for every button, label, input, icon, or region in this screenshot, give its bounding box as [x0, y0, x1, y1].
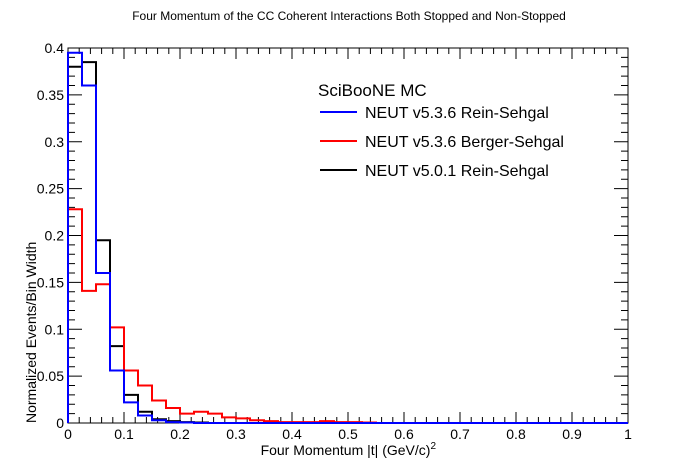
x-tick-label: 1: [624, 426, 632, 442]
series-line: [67, 51, 628, 424]
y-axis-ticks: [68, 47, 628, 424]
legend-label: NEUT v5.3.6 Rein-Sehgal: [365, 105, 549, 122]
legend-label: NEUT v5.3.6 Berger-Sehgal: [365, 134, 564, 151]
y-axis-label: Normalized Events/Bin Width: [23, 242, 39, 423]
x-tick-label: 0.4: [282, 426, 302, 442]
y-tick-label: 0.25: [37, 181, 64, 197]
x-tick-label: 0.6: [394, 426, 414, 442]
y-tick-label: 0.15: [37, 274, 64, 290]
y-tick-label: 0.05: [37, 368, 64, 384]
x-tick-label: 0.2: [170, 426, 190, 442]
y-tick-label: 0.3: [45, 134, 65, 150]
x-tick-label: 0.7: [450, 426, 470, 442]
y-tick-label: 0.2: [45, 228, 65, 244]
x-axis-label: Four Momentum |t| (GeV/c)2: [261, 441, 437, 458]
x-axis-label-text: Four Momentum |t| (GeV/c): [261, 442, 431, 458]
chart-title: Four Momentum of the CC Coherent Interac…: [132, 9, 566, 23]
x-axis-tick-labels: 0 0.1 0.2 0.3 0.4 0.5 0.6 0.7 0.8 0.9 1: [64, 426, 632, 442]
y-axis-tick-labels: 0 0.05 0.1 0.15 0.2 0.25 0.3 0.35 0.4: [37, 40, 64, 431]
legend-title: SciBooNE MC: [318, 81, 427, 100]
x-tick-label: 0.8: [506, 426, 526, 442]
x-axis-label-superscript: 2: [430, 441, 436, 452]
legend-label: NEUT v5.0.1 Rein-Sehgal: [365, 163, 549, 180]
y-tick-label: 0.1: [45, 321, 65, 337]
y-tick-label: 0.35: [37, 87, 64, 103]
histogram-series: [67, 51, 628, 424]
series-line: [67, 208, 628, 424]
legend: SciBooNE MC NEUT v5.3.6 Rein-SehgalNEUT …: [318, 81, 564, 180]
y-tick-label: 0.4: [45, 40, 65, 56]
x-tick-label: 0.5: [338, 426, 358, 442]
y-tick-label: 0: [56, 415, 64, 431]
x-tick-label: 0.9: [562, 426, 582, 442]
x-tick-label: 0.3: [226, 426, 246, 442]
x-tick-label: 0.1: [114, 426, 134, 442]
legend-entries: NEUT v5.3.6 Rein-Sehgal NEUT v5.3.6 Berge…: [320, 105, 564, 180]
x-tick-label: 0: [64, 426, 72, 442]
